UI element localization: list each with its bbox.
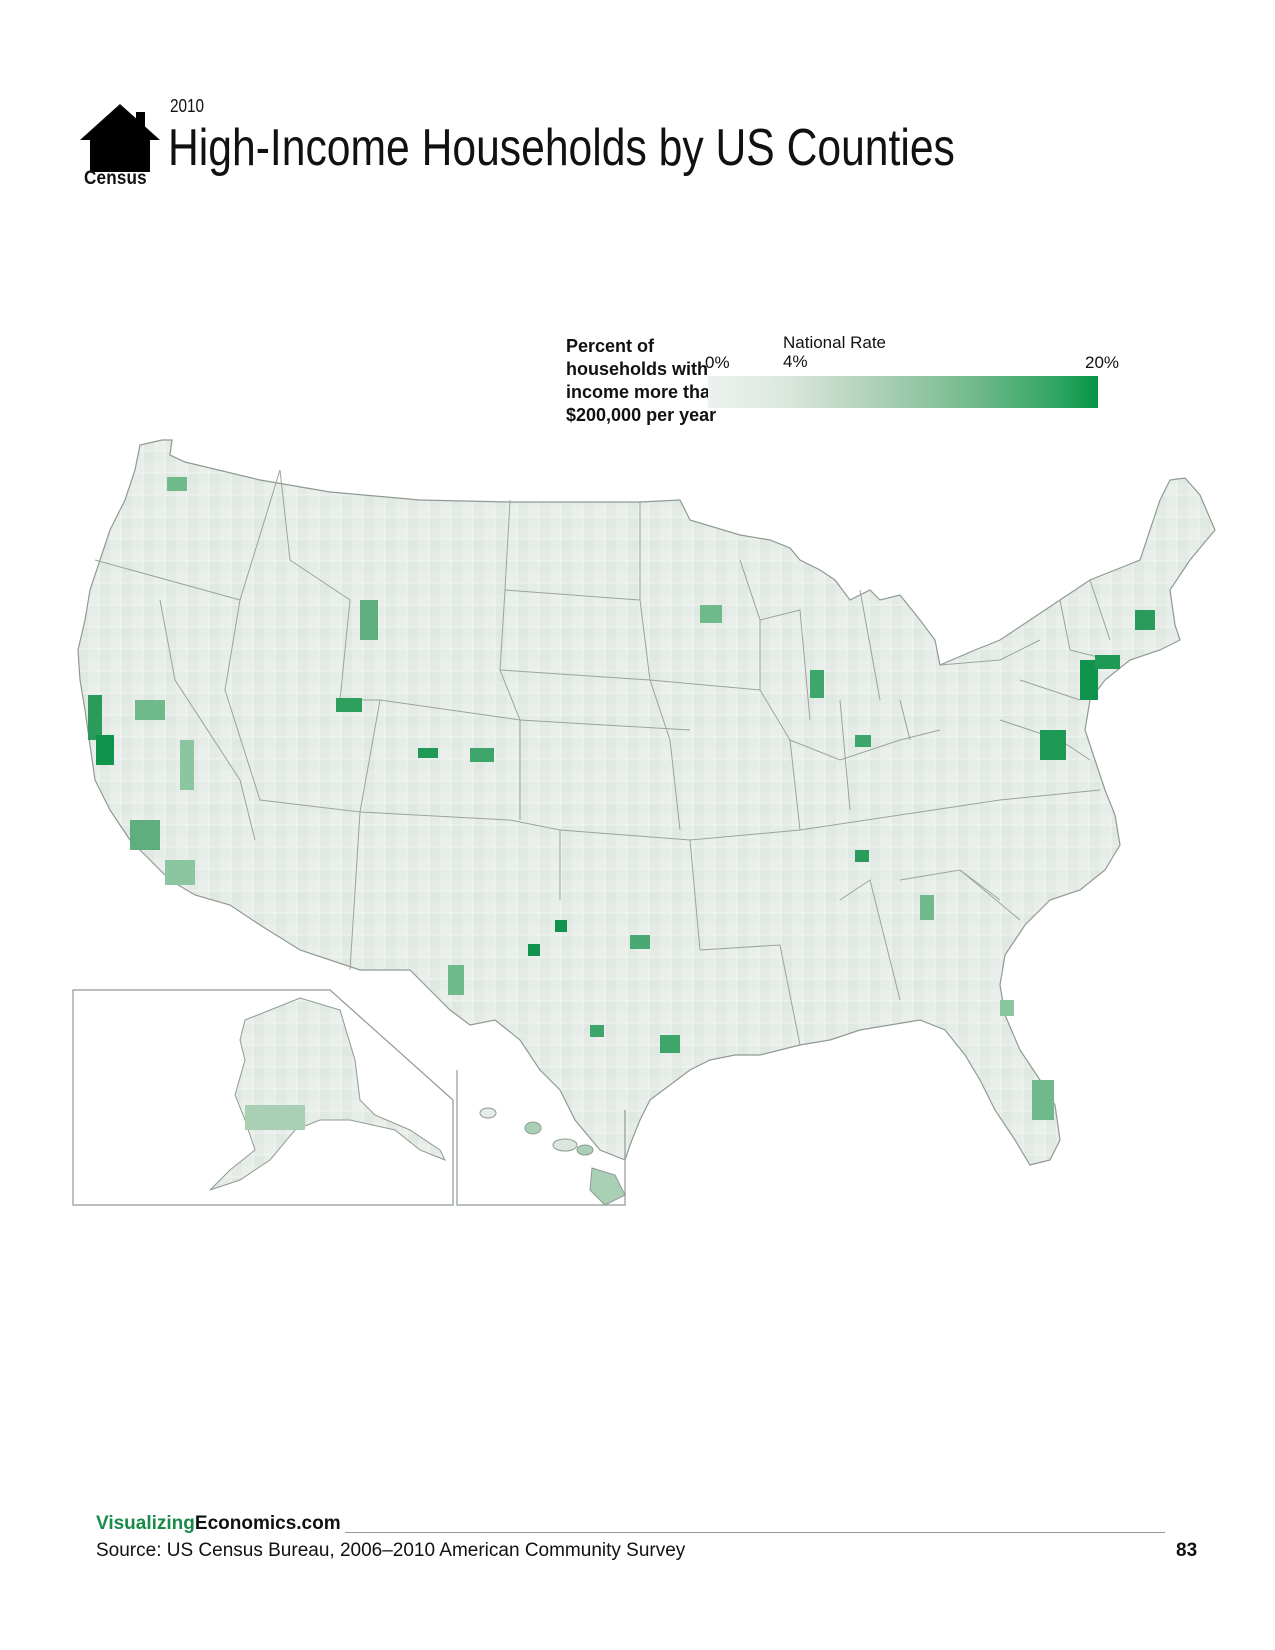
footer-brand-economics: Economics.com	[194, 1513, 341, 1534]
legend-national-rate-value: 4%	[783, 352, 808, 371]
legend-title: Percent of households with income more t…	[566, 336, 722, 425]
alaska-landmass	[209, 997, 447, 1191]
page-number: 83	[1176, 1540, 1198, 1561]
map-year: 2010	[170, 96, 205, 116]
footer-brand-visualizing: Visualizing	[96, 1513, 195, 1534]
hawaii-inset	[456, 1070, 626, 1206]
legend-min-label: 0%	[705, 353, 730, 372]
census-logo-label: Census	[84, 168, 147, 189]
legend-max-label: 20%	[1085, 353, 1120, 372]
legend-color-scale	[708, 376, 1098, 408]
census-house-icon	[80, 104, 160, 172]
footer-divider	[345, 1532, 1165, 1533]
alaska-inset	[72, 989, 454, 1206]
footer-brand: VisualizingEconomics.com	[96, 1513, 341, 1535]
legend-national-rate-caption: National Rate	[783, 333, 887, 352]
footer-source: Source: US Census Bureau, 2006–2010 Amer…	[96, 1540, 686, 1561]
page-title: High-Income Households by US Counties	[168, 119, 955, 177]
high-income-counties	[88, 477, 1155, 1120]
